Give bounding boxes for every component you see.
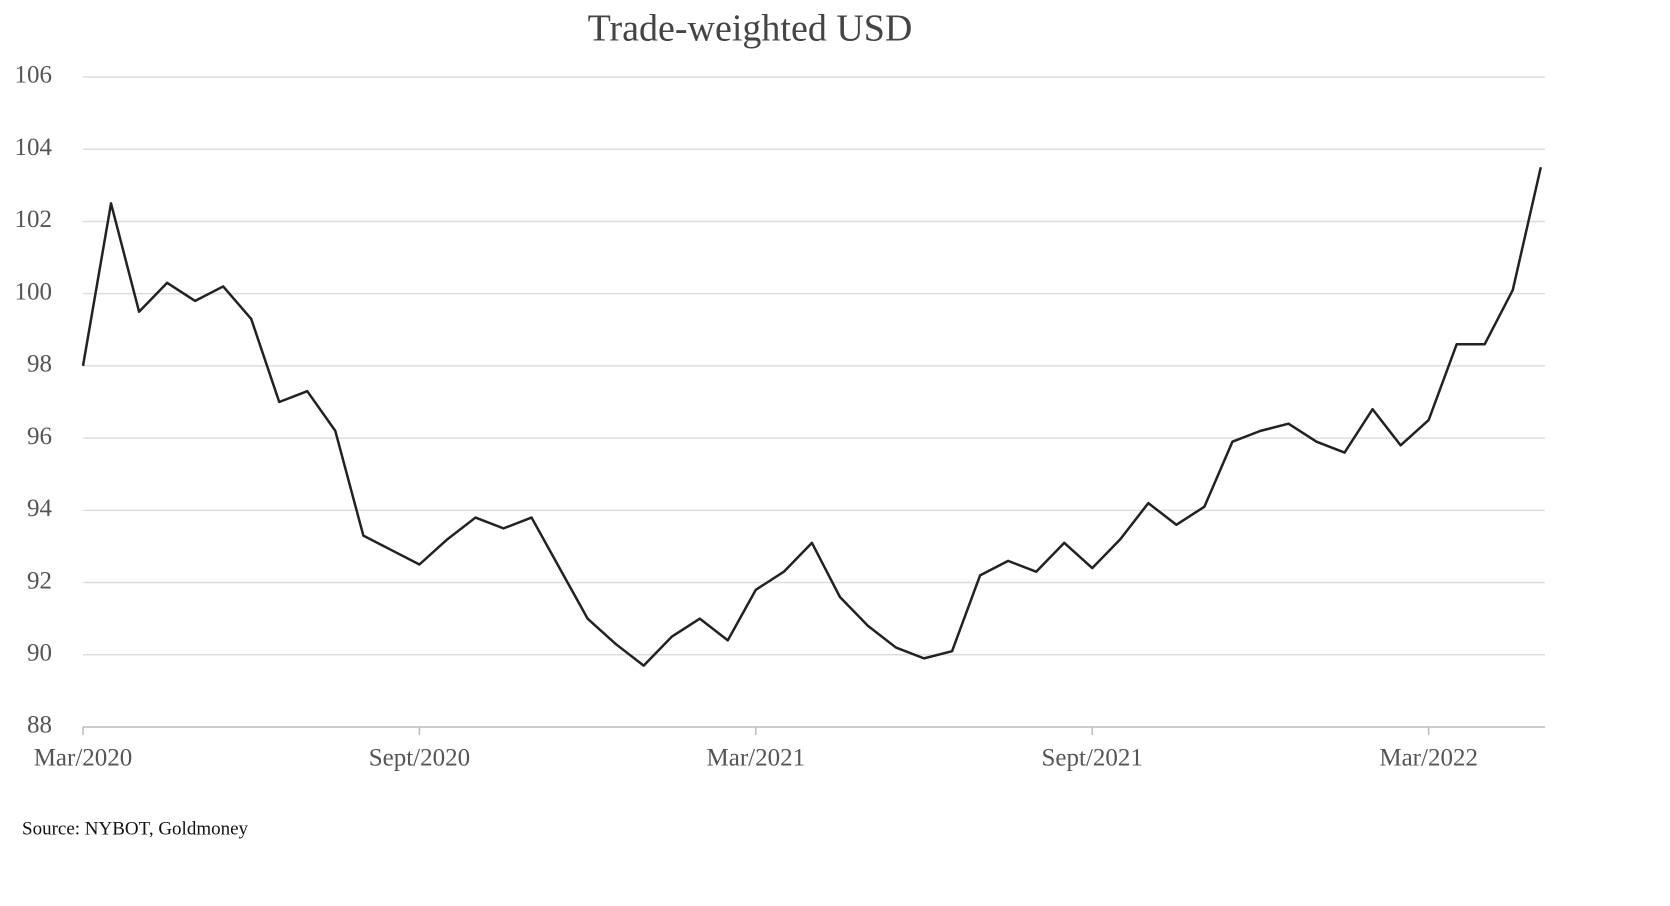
y-tick-label: 106 <box>15 62 53 89</box>
data-line <box>81 166 1543 667</box>
y-tick-label: 94 <box>27 495 53 522</box>
source-note: Source: NYBOT, Goldmoney <box>22 818 249 839</box>
y-tick-label: 100 <box>15 278 53 305</box>
y-tick-label: 92 <box>27 567 52 594</box>
y-tick-label: 90 <box>27 640 52 667</box>
chart-title: Trade-weighted USD <box>588 8 913 50</box>
y-tick-label: 98 <box>27 351 52 378</box>
x-tick-label: Sept/2021 <box>1042 745 1143 772</box>
x-tick-label: Mar/2022 <box>1379 745 1478 772</box>
y-tick-label: 96 <box>27 423 52 450</box>
y-tick-label: 104 <box>15 134 53 161</box>
y-tick-label: 88 <box>27 712 52 739</box>
x-tick-label: Mar/2020 <box>34 745 133 772</box>
x-tick-label: Sept/2020 <box>369 745 470 772</box>
x-tick-label: Mar/2021 <box>707 745 806 772</box>
y-tick-label: 102 <box>15 206 53 233</box>
